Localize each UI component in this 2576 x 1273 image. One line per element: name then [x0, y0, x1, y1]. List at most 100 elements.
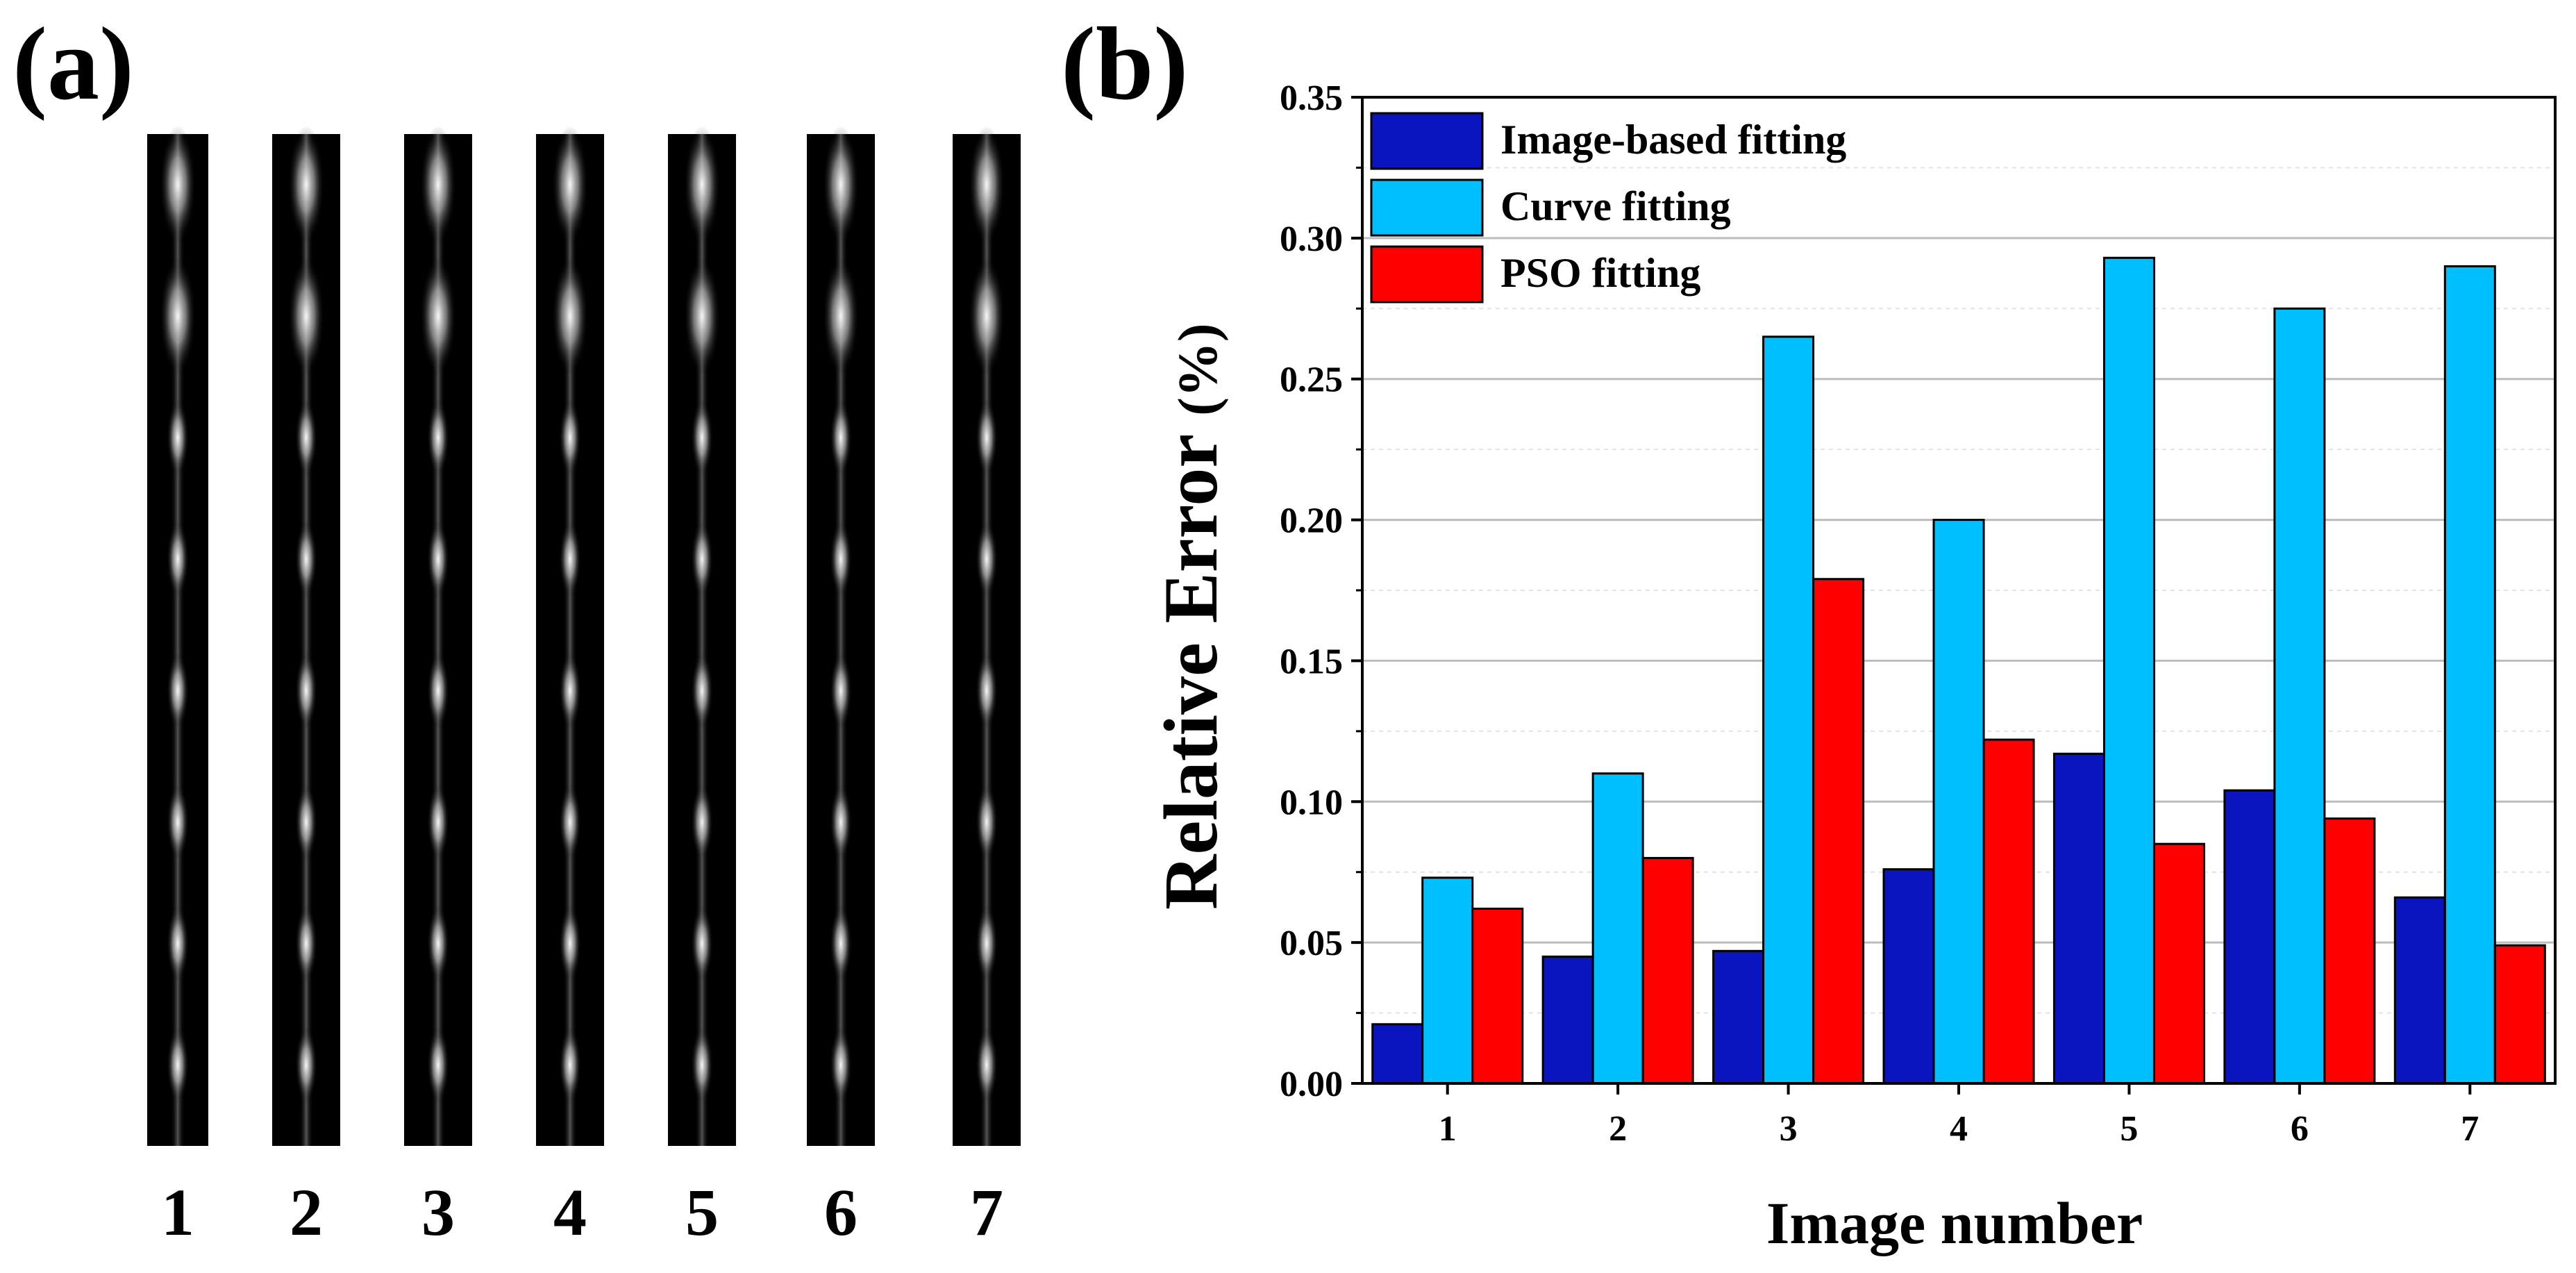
bar-curve-fitting-4 — [1932, 519, 1985, 1085]
strip-lobe — [160, 257, 196, 376]
bar-image-based-fitting-1 — [1371, 1023, 1424, 1085]
strip-6 — [807, 125, 875, 1146]
strip-lobe — [295, 783, 317, 860]
strip-lobe — [160, 125, 196, 244]
strip-lobe — [823, 125, 859, 244]
strip-lobe — [167, 1026, 189, 1104]
bar-image-based-fitting-4 — [1882, 868, 1935, 1085]
bar-pso-fitting-6 — [2323, 817, 2376, 1085]
strip-lobe — [559, 905, 581, 982]
strip-lobe — [559, 520, 581, 597]
strip-7 — [953, 125, 1021, 1146]
legend-label: PSO fitting — [1500, 250, 1700, 296]
strip-lobe — [830, 399, 852, 476]
bar-pso-fitting-4 — [1982, 738, 2035, 1085]
y-axis: 0.00 0.05 0.10 0.15 0.20 0.25 0.30 0.35 — [1280, 78, 1362, 1104]
x-tick-label: 7 — [2461, 1109, 2479, 1149]
y-tick-label: 0.35 — [1280, 78, 1343, 118]
bar-curve-fitting-5 — [2102, 256, 2155, 1085]
legend-item-image-based-fitting: Image-based fitting — [1370, 112, 1846, 170]
bar-pso-fitting-5 — [2152, 842, 2205, 1085]
strip-lobe — [684, 257, 720, 376]
bar-curve-fitting-6 — [2273, 307, 2326, 1085]
y-tick-label: 0.10 — [1280, 783, 1343, 822]
bar-curve-fitting-2 — [1591, 772, 1644, 1085]
bar-curve-fitting-1 — [1421, 876, 1474, 1085]
strip-center-line — [834, 134, 848, 1146]
bar-image-based-fitting-5 — [2052, 752, 2105, 1085]
strip-lobe — [167, 520, 189, 597]
legend-item-pso-fitting: PSO fitting — [1370, 245, 1700, 303]
strip-center-line — [431, 134, 445, 1146]
panel-b-label: (b) — [1061, 6, 1188, 122]
strip-lobe — [420, 257, 456, 376]
strip-lobe — [295, 399, 317, 476]
x-axis-label: Image number — [1766, 1190, 2143, 1256]
strip-lobe — [420, 125, 456, 244]
panel-a: (a) 1 2 3 4 5 6 7 — [12, 6, 1021, 1249]
bar-curve-fitting-7 — [2443, 265, 2496, 1085]
strip-lobe — [830, 905, 852, 982]
bar-group-3 — [1712, 335, 1865, 1085]
strip-label-7: 7 — [970, 1175, 1003, 1249]
strip-lobe — [969, 257, 1005, 376]
strip-lobe — [976, 520, 998, 597]
strip-center-line — [980, 134, 994, 1146]
strip-lobe — [295, 1026, 317, 1104]
strip-lobe — [288, 257, 324, 376]
bar-group-7 — [2393, 265, 2546, 1085]
bar-group-4 — [1882, 519, 2035, 1085]
bar-pso-fitting-3 — [1812, 578, 1865, 1085]
strip-lobe — [167, 783, 189, 860]
strip-lobe — [691, 399, 713, 476]
bar-group-5 — [2052, 256, 2205, 1085]
strip-lobe — [427, 1026, 449, 1104]
bar-pso-fitting-1 — [1471, 907, 1524, 1085]
strip-lobe — [427, 783, 449, 860]
strip-lobe — [830, 652, 852, 729]
strip-label-6: 6 — [824, 1175, 858, 1249]
strip-lobe — [976, 905, 998, 982]
strip-lobe — [295, 520, 317, 597]
strip-lobe — [830, 783, 852, 860]
strip-label-3: 3 — [421, 1175, 455, 1249]
strip-lobe — [167, 399, 189, 476]
legend-swatch — [1370, 112, 1484, 170]
bar-group-6 — [2223, 307, 2376, 1085]
strip-center-line — [695, 134, 709, 1146]
x-tick-label: 4 — [1950, 1109, 1968, 1149]
y-tick-label: 0.30 — [1280, 219, 1343, 259]
strip-1 — [147, 125, 208, 1146]
strip-lobe — [427, 399, 449, 476]
strip-lobe — [559, 399, 581, 476]
panel-a-label: (a) — [12, 6, 134, 122]
strip-lobe — [691, 652, 713, 729]
strip-lobe — [288, 125, 324, 244]
strip-lobe — [976, 652, 998, 729]
bar-curve-fitting-3 — [1762, 335, 1815, 1085]
strip-lobe — [427, 520, 449, 597]
strip-labels: 1 2 3 4 5 6 7 — [161, 1175, 1003, 1249]
y-tick-label: 0.25 — [1280, 360, 1343, 400]
strip-lobe — [552, 125, 588, 244]
legend-label: Image-based fitting — [1500, 117, 1846, 163]
strip-label-1: 1 — [161, 1175, 194, 1249]
y-axis-title: Relative Error (%) — [1148, 324, 1233, 910]
strip-lobe — [691, 783, 713, 860]
strip-center-line — [299, 134, 313, 1146]
strip-label-2: 2 — [290, 1175, 323, 1249]
y-tick-label: 0.05 — [1280, 924, 1343, 963]
y-tick-label: 0.15 — [1280, 642, 1343, 681]
strip-3 — [404, 125, 472, 1146]
legend: Image-based fitting Curve fitting PSO fitt… — [1370, 112, 1846, 303]
svg-text:Relative Error (%): Relative Error (%) — [1148, 324, 1233, 910]
panel-b: (b) 0.00 0.05 0.10 0.15 0.20 0.25 0.30 0.35 1 2 3… — [1061, 6, 2557, 1256]
bar-group-1 — [1371, 876, 1524, 1085]
strip-lobe — [830, 1026, 852, 1104]
strip-lobe — [691, 520, 713, 597]
strip-lobe — [823, 257, 859, 376]
x-tick-label: 5 — [2120, 1109, 2138, 1149]
bar-image-based-fitting-7 — [2393, 896, 2446, 1085]
strip-lobe — [167, 905, 189, 982]
